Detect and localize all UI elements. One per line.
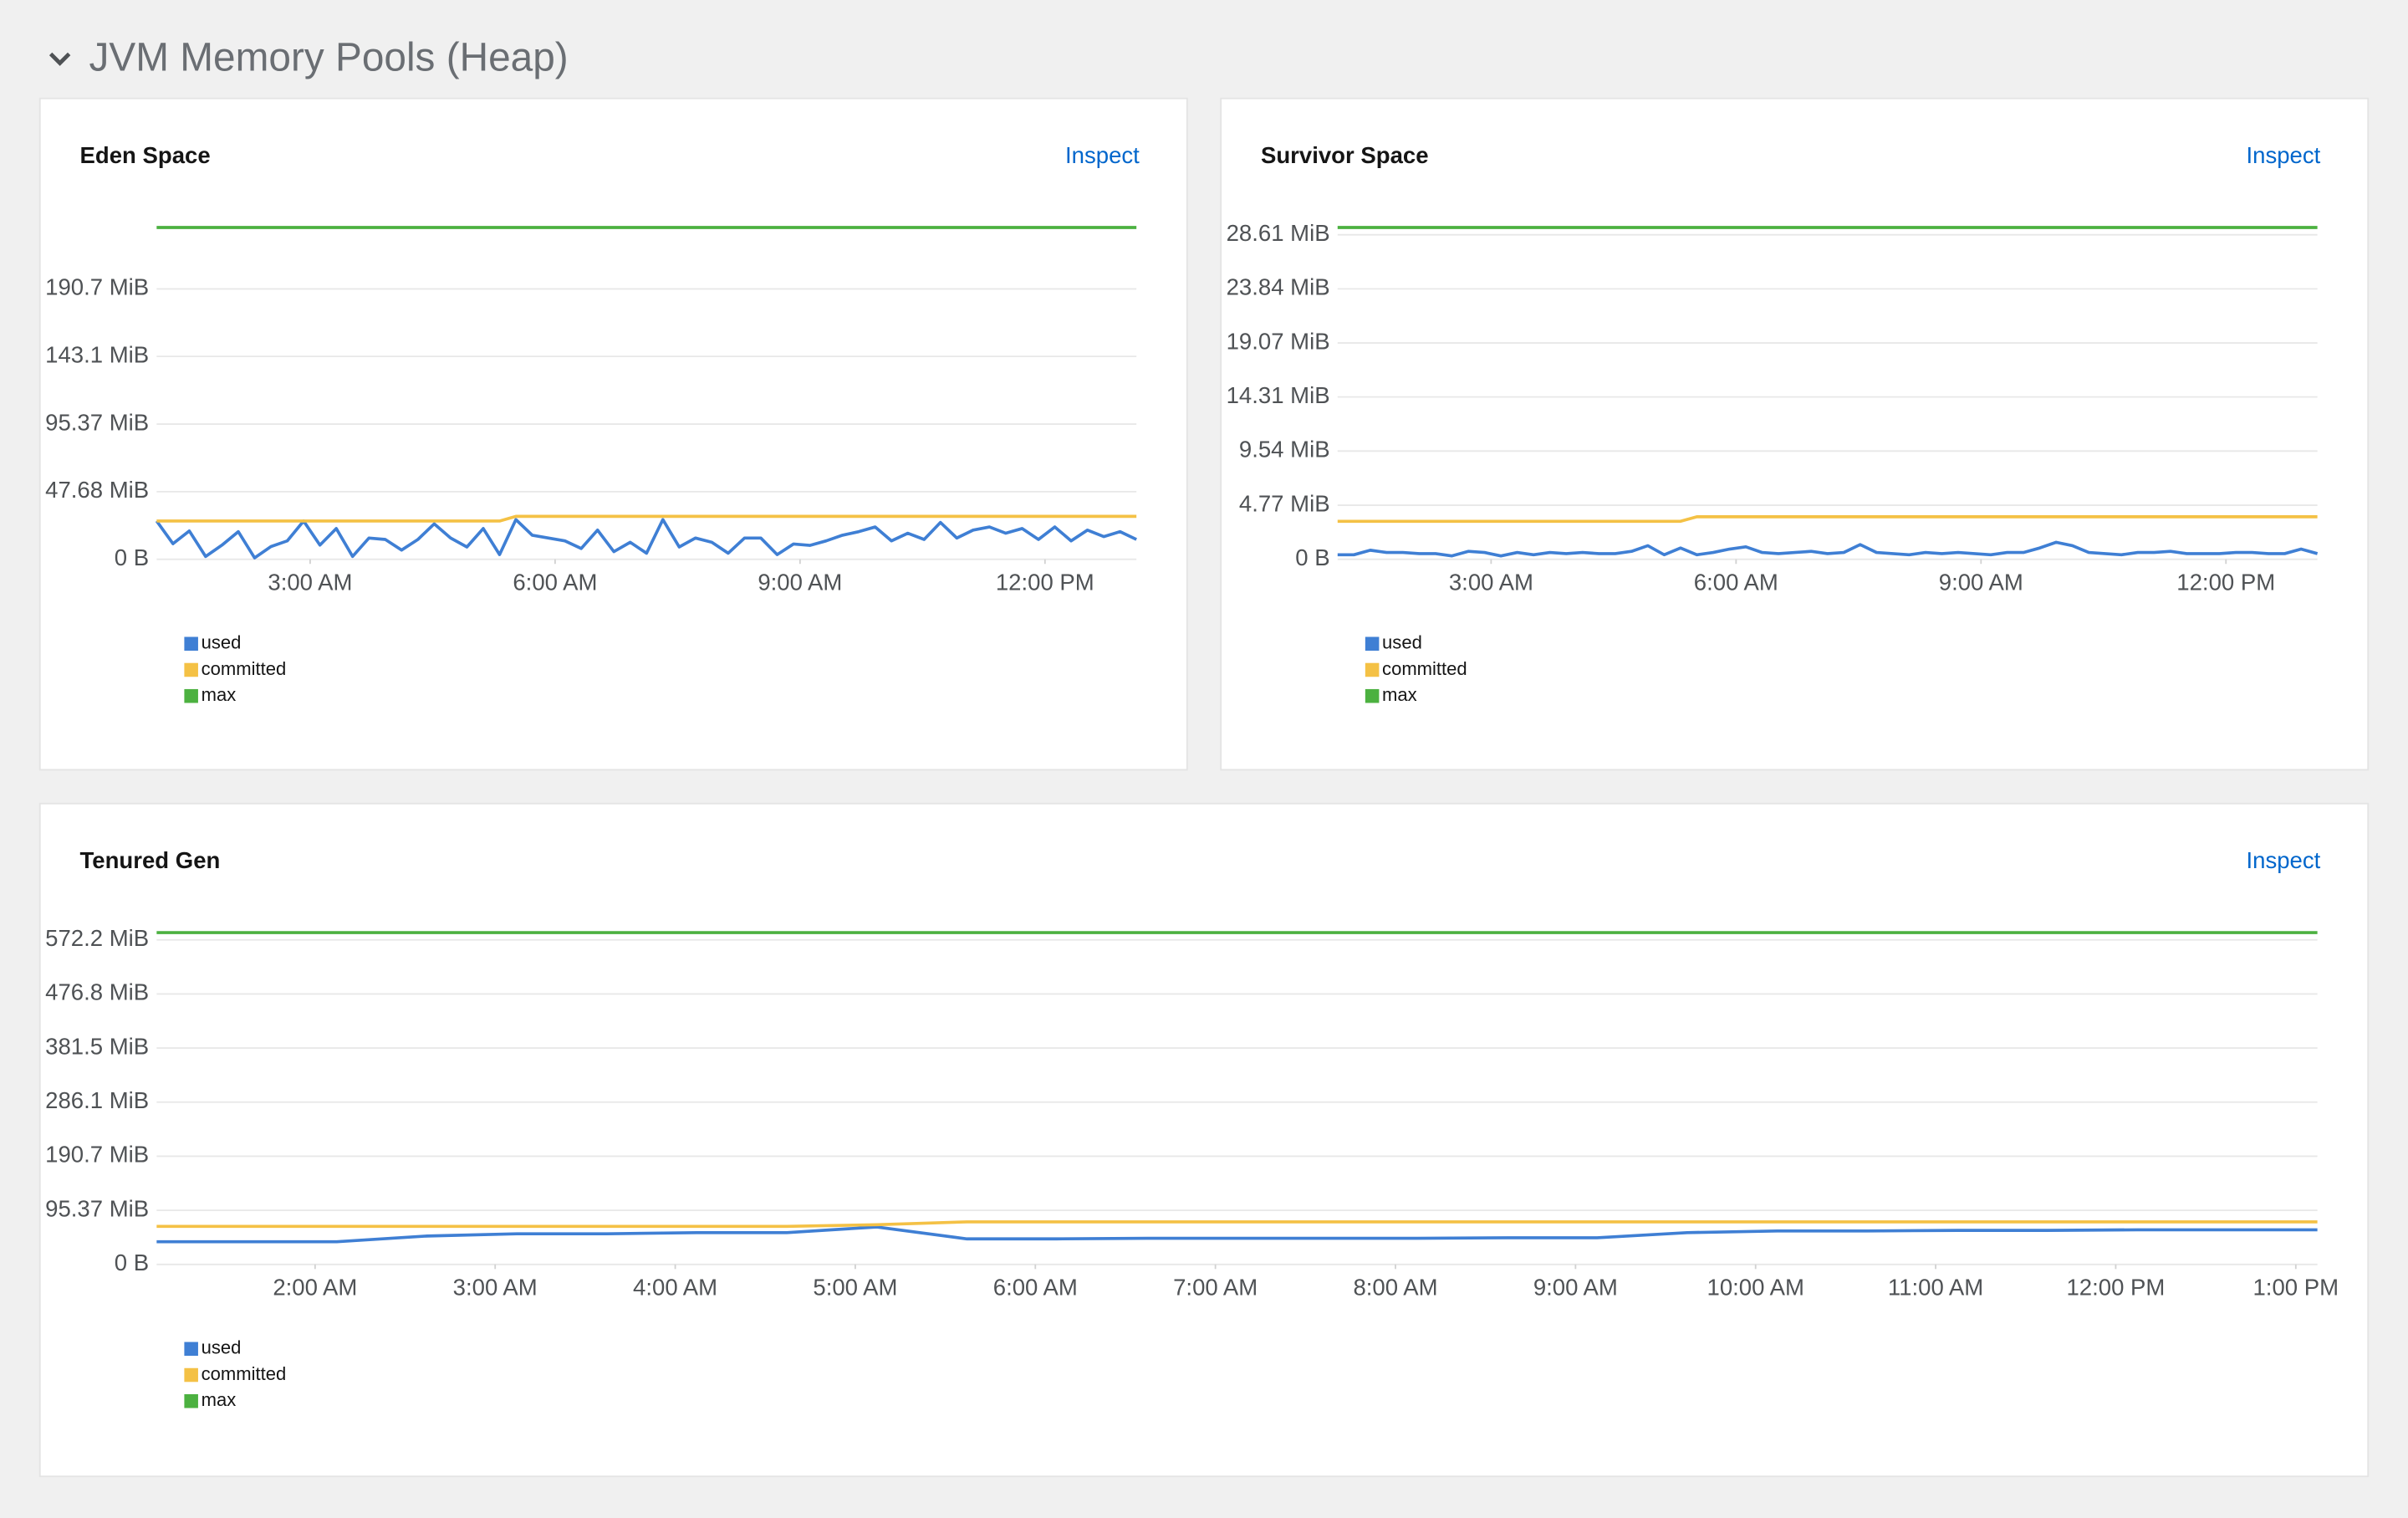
x-tick-label: 9:00 AM — [1533, 1274, 1618, 1300]
y-tick-label: 190.7 MiB — [45, 1142, 149, 1168]
y-tick-label: 95.37 MiB — [45, 409, 149, 435]
y-tick-label: 28.61 MiB — [1227, 220, 1330, 246]
series-line — [1337, 540, 2319, 558]
x-tick-label: 10:00 AM — [1707, 1274, 1804, 1300]
y-tick-label: 9.54 MiB — [1239, 437, 1330, 463]
legend-swatch — [1365, 636, 1380, 652]
section-title: JVM Memory Pools (Heap) — [89, 35, 569, 79]
y-tick-label: 190.7 MiB — [45, 274, 149, 300]
inspect-link[interactable]: Inspect — [2246, 142, 2320, 168]
y-tick-label: 0 B — [1295, 544, 1329, 570]
y-tick-label: 47.68 MiB — [45, 477, 149, 503]
series-line — [156, 1225, 2318, 1244]
y-tick-label: 23.84 MiB — [1227, 274, 1330, 300]
legend-label: committed — [202, 1363, 287, 1384]
legend-swatch — [184, 688, 198, 703]
y-tick-label: 95.37 MiB — [45, 1195, 149, 1221]
series-line — [155, 518, 1137, 560]
x-tick-label: 3:00 AM — [268, 569, 352, 595]
card — [1220, 97, 2370, 771]
x-tick-label: 12:00 PM — [996, 569, 1094, 595]
inspect-link[interactable]: Inspect — [2246, 847, 2320, 873]
inspect-link[interactable]: Inspect — [1065, 142, 1140, 168]
y-tick-label: 19.07 MiB — [1227, 328, 1330, 354]
x-tick-label: 9:00 AM — [758, 569, 842, 595]
y-tick-label: 572.2 MiB — [45, 925, 149, 951]
legend-swatch — [184, 1342, 198, 1357]
y-tick-label: 286.1 MiB — [45, 1087, 149, 1113]
x-tick-label: 11:00 AM — [1888, 1274, 1983, 1300]
card-title: Eden Space — [80, 142, 211, 168]
y-tick-label: 14.31 MiB — [1227, 382, 1330, 408]
legend-label: committed — [202, 658, 287, 679]
card-title: Tenured Gen — [80, 847, 221, 873]
legend-swatch — [184, 636, 198, 652]
legend-swatch — [184, 1393, 198, 1408]
series-line — [156, 514, 1137, 523]
legend-label: max — [1382, 684, 1417, 705]
x-tick-label: 1:00 PM — [2252, 1274, 2339, 1300]
legend-label: committed — [1382, 658, 1467, 679]
y-tick-label: 4.77 MiB — [1239, 490, 1330, 516]
card-title: Survivor Space — [1261, 142, 1429, 168]
x-tick-label: 8:00 AM — [1353, 1274, 1437, 1300]
legend-label: used — [202, 632, 242, 653]
y-tick-label: 143.1 MiB — [45, 341, 149, 367]
x-tick-label: 7:00 AM — [1173, 1274, 1258, 1300]
x-tick-label: 6:00 AM — [1694, 569, 1778, 595]
x-tick-label: 5:00 AM — [813, 1274, 897, 1300]
legend-swatch — [1365, 688, 1380, 703]
y-tick-label: 0 B — [115, 1250, 149, 1275]
x-tick-label: 6:00 AM — [513, 569, 597, 595]
y-tick-label: 381.5 MiB — [45, 1033, 149, 1059]
collapse-chevron[interactable] — [48, 52, 71, 66]
series-line — [1337, 515, 2318, 524]
legend-swatch — [1365, 662, 1380, 677]
legend-swatch — [184, 662, 198, 677]
legend-label: max — [202, 684, 237, 705]
x-tick-label: 3:00 AM — [453, 1274, 538, 1300]
legend-label: max — [202, 1389, 237, 1410]
x-tick-label: 2:00 AM — [273, 1274, 357, 1300]
card — [38, 97, 1188, 771]
legend-label: used — [202, 1337, 242, 1358]
x-tick-label: 12:00 PM — [2066, 1274, 2165, 1300]
y-tick-label: 0 B — [115, 544, 149, 570]
x-tick-label: 9:00 AM — [1939, 569, 2023, 595]
y-tick-label: 476.8 MiB — [45, 979, 149, 1005]
series-line — [156, 1220, 2318, 1229]
x-tick-label: 6:00 AM — [993, 1274, 1078, 1300]
x-tick-label: 12:00 PM — [2176, 569, 2275, 595]
card — [38, 802, 2370, 1478]
legend-swatch — [184, 1367, 198, 1383]
x-tick-label: 4:00 AM — [633, 1274, 717, 1300]
legend-label: used — [1382, 632, 1422, 653]
x-tick-label: 3:00 AM — [1449, 569, 1533, 595]
